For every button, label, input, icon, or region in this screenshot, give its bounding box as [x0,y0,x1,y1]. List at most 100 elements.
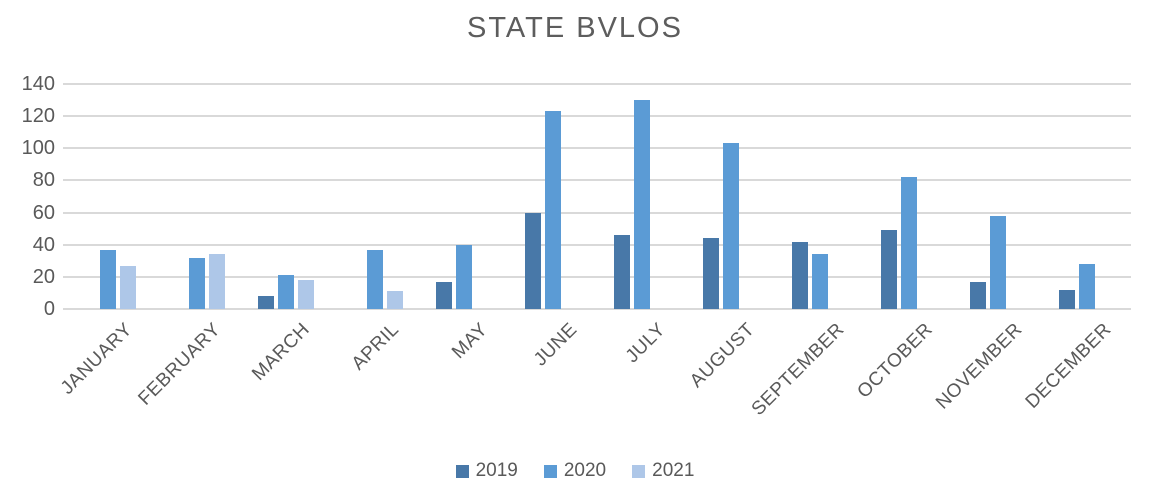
bar-slot-2021 [565,84,581,309]
bar-2020-january [99,249,116,309]
x-axis-label-june: JUNE [529,319,582,371]
bar-slot-2020 [989,84,1006,309]
gridline-120 [63,115,1131,118]
legend-item-2020: 2020 [543,460,607,482]
bar-2020-december [1078,264,1095,309]
plot-area: JANUARY FEBRUARY MARCH APRIL MAY JUNE JULY AUGU… [57,83,1131,420]
legend-swatch-2021 [632,464,646,478]
legend-label-2021: 2021 [652,460,695,481]
bar-2019-september [791,241,808,309]
legend: 2019 2020 2021 [0,460,1150,482]
bar-slot-2020 [544,84,561,309]
month-group-july: JULY [597,84,686,367]
gridline-0 [63,308,1131,310]
bar-slot-2020 [900,84,917,309]
bar-slot-2019 [613,84,630,309]
bar-2020-september [811,254,828,309]
bar-slot-2021 [921,84,937,309]
legend-label-2020: 2020 [563,460,607,481]
bar-slot-2020 [722,84,739,309]
chart-title: STATE BVLOS [467,12,683,44]
month-group-may: MAY [419,84,508,363]
month-group-august: AUGUST [686,84,775,392]
bar-slot-2021 [1010,84,1026,309]
x-axis-label-april: APRIL [347,319,404,375]
x-axis-label-march: MARCH [248,319,315,385]
bar-2019-may [435,281,452,309]
bar-slot-2020 [277,84,294,309]
bar-2020-march [277,275,294,309]
bar-slot-2021 [297,84,314,309]
x-axis-label-december: DECEMBER [1021,319,1116,413]
legend-label-2019: 2019 [475,460,518,481]
bar-slot-2019 [1058,84,1075,309]
bar-2019-july [613,235,630,309]
month-group-november: NOVEMBER [932,84,1042,414]
bar-slot-2021 [743,84,759,309]
bar-slot-2020 [455,84,472,309]
gridline-60 [63,211,1131,214]
bar-2021-february [208,254,225,309]
x-axis-label-september: SEPTEMBER [747,319,849,420]
bar-2019-november [969,281,986,309]
month-group-march: MARCH [241,84,330,385]
month-group-september: SEPTEMBER [747,84,864,420]
bar-slot-2021 [386,84,403,309]
legend-swatch-2020 [543,464,557,478]
bar-2020-august [722,143,739,309]
legend-swatch-2019 [455,464,469,478]
bar-groups: JANUARY FEBRUARY MARCH APRIL MAY JUNE JULY AUGU… [57,84,1131,420]
bar-2019-march [257,296,274,309]
month-group-april: APRIL [330,84,419,374]
bar-2019-june [524,212,541,309]
month-group-october: OCTOBER [854,84,953,403]
gridline-20 [63,275,1131,278]
bar-2019-october [880,230,897,309]
y-tick-label: 140 [21,73,55,95]
bar-slot-2021 [208,84,225,309]
y-axis: 0 20 40 60 80 100 120 140 [0,73,55,320]
bar-slot-2021 [476,84,492,309]
y-tick-label: 100 [21,137,55,160]
x-axis-label-october: OCTOBER [853,319,938,403]
gridline-40 [63,243,1131,246]
bar-slot-2019 [969,84,986,309]
bar-2020-february [188,257,205,309]
gridline-100 [63,147,1131,150]
y-tick-label: 40 [32,233,55,256]
y-tick-label: 0 [43,298,55,320]
bar-2020-may [455,244,472,309]
month-group-january: JANUARY [57,84,152,399]
y-tick-label: 80 [32,169,55,192]
bar-slot-2020 [633,84,650,309]
bar-slot-2021 [832,84,848,309]
month-group-june: JUNE [508,84,597,370]
bar-slot-2019 [169,84,185,309]
gridline-140 [63,83,1131,85]
bar-slot-2019 [435,84,452,309]
x-axis-label-august: AUGUST [686,319,760,392]
bar-slot-2019 [880,84,897,309]
bar-2020-october [900,177,917,309]
bar-2019-december [1058,289,1075,309]
legend-item-2019: 2019 [455,460,518,482]
bar-slot-2020 [188,84,205,309]
x-axis-label-february: FEBRUARY [134,319,226,410]
bar-2021-march [297,280,314,309]
x-axis-label-may: MAY [448,319,493,364]
bar-2021-january [119,265,136,309]
bar-slot-2020 [366,84,383,309]
bar-2020-november [989,215,1006,309]
bar-slot-2019 [524,84,541,309]
gridline-80 [63,179,1131,182]
bar-slot-2020 [811,84,828,309]
bar-2019-august [702,238,719,309]
bar-slot-2021 [654,84,670,309]
month-group-december: DECEMBER [1022,84,1131,413]
bar-2020-july [633,100,650,309]
bar-slot-2019 [80,84,96,309]
bar-2020-april [366,249,383,309]
y-tick-label: 20 [32,265,55,288]
bar-slot-2019 [347,84,363,309]
bar-slot-2020 [99,84,116,309]
